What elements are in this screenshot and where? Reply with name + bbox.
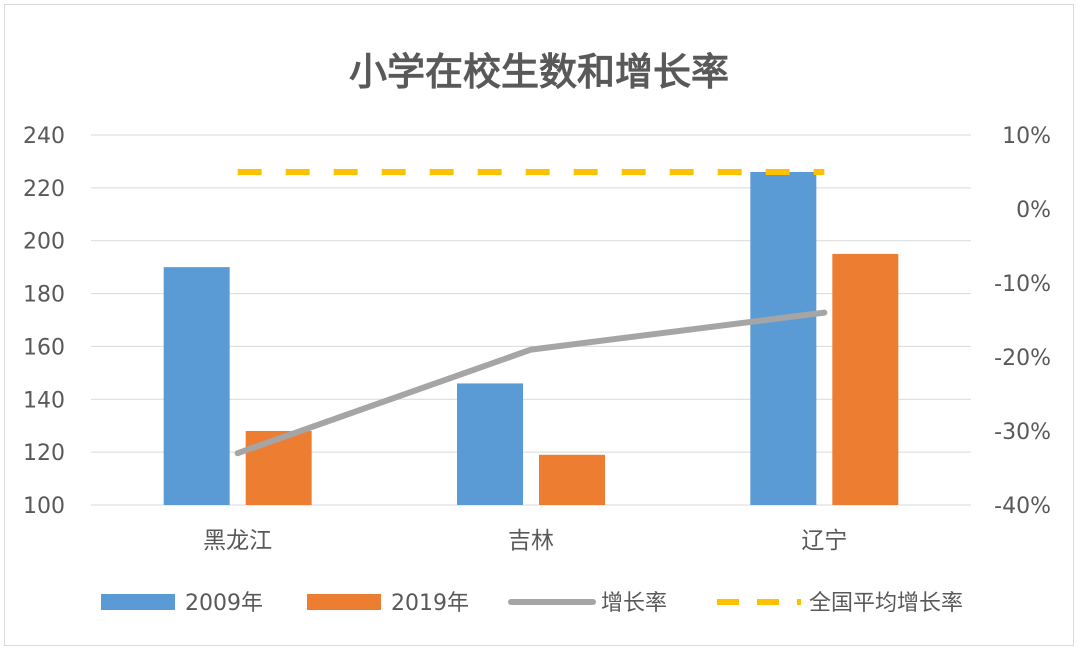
legend-swatch — [101, 594, 175, 610]
right-tick-label: -10% — [994, 272, 1051, 297]
right-tick-label: 0% — [1016, 198, 1051, 223]
chart-title: 小学在校生数和增长率 — [349, 50, 729, 94]
right-tick-label: -40% — [994, 494, 1051, 519]
legend: 2009年 2019年 增长率 全国平均增长率 — [101, 591, 963, 616]
right-tick-label: -20% — [994, 346, 1051, 371]
chart-canvas: 小学在校生数和增长率 240 220 200 180 160 140 120 100 10% 0… — [23, 50, 1051, 616]
category-label: 吉林 — [508, 528, 554, 554]
left-axis: 240 220 200 180 160 140 120 100 — [23, 124, 65, 519]
category-label: 辽宁 — [801, 528, 847, 554]
right-axis: 10% 0% -10% -20% -30% -40% — [994, 124, 1051, 519]
legend-label: 增长率 — [601, 591, 667, 616]
bar-2009年 — [457, 383, 523, 505]
left-tick-label: 240 — [23, 124, 65, 149]
category-labels: 黑龙江 吉林 辽宁 — [203, 528, 847, 554]
bar-2019年 — [832, 253, 899, 505]
category-label: 黑龙江 — [203, 528, 272, 554]
right-tick-label: -30% — [994, 420, 1051, 445]
right-tick-label: 10% — [1002, 124, 1051, 149]
legend-swatch — [307, 594, 381, 610]
legend-label: 2019年 — [391, 591, 469, 616]
left-tick-label: 160 — [23, 335, 65, 360]
legend-label: 2009年 — [185, 591, 263, 616]
left-tick-label: 120 — [23, 441, 65, 466]
series-line-增长率 — [234, 309, 828, 457]
lines-layer — [234, 169, 828, 457]
bar-2009年 — [163, 267, 230, 505]
bar-2019年 — [539, 454, 605, 505]
legend-label: 全国平均增长率 — [809, 591, 963, 616]
left-tick-label: 100 — [23, 494, 65, 519]
bar-2019年 — [245, 431, 312, 505]
left-tick-label: 140 — [23, 388, 65, 413]
bar-2009年 — [750, 172, 817, 505]
chart-frame: 小学在校生数和增长率 240 220 200 180 160 140 120 100 10% 0… — [4, 4, 1074, 646]
left-tick-label: 180 — [23, 283, 65, 308]
bars-layer — [163, 172, 899, 505]
left-tick-label: 200 — [23, 230, 65, 255]
left-tick-label: 220 — [23, 177, 65, 202]
